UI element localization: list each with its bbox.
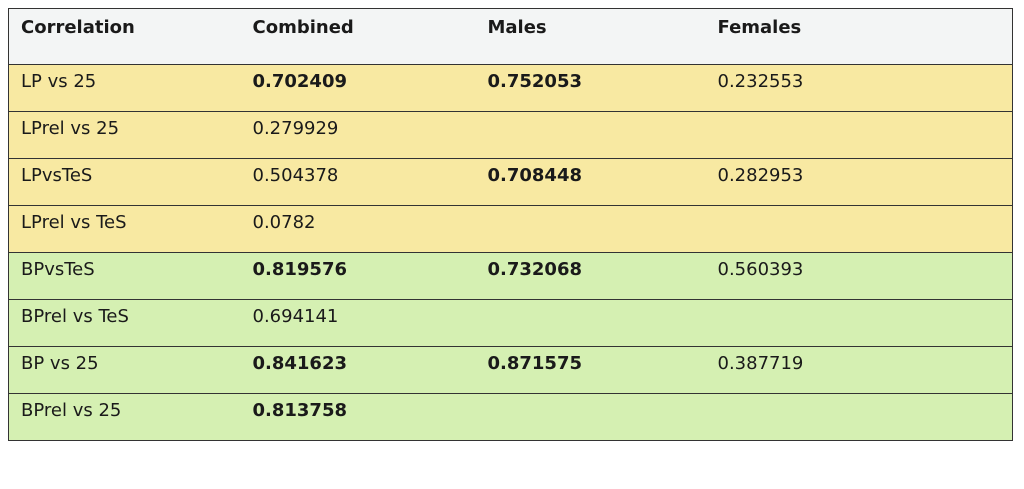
table-cell: 0.708448	[475, 158, 706, 206]
table-cell: 0.702409	[240, 64, 476, 112]
table-row: BPrel vs TeS 0.694141	[8, 299, 1013, 347]
table-cell: 0.560393	[705, 252, 1013, 300]
table-cell: 0.752053	[475, 64, 706, 112]
row-label: BPrel vs TeS	[8, 299, 241, 347]
table-cell: 0.813758	[240, 393, 476, 441]
row-label: BP vs 25	[8, 346, 241, 394]
table-row: LPvsTeS 0.504378 0.708448 0.282953	[8, 158, 1013, 206]
table-cell	[475, 393, 706, 441]
table-cell	[705, 299, 1013, 347]
table-cell	[705, 205, 1013, 253]
row-label: BPrel vs 25	[8, 393, 241, 441]
table-cell: 0.819576	[240, 252, 476, 300]
table-row: LPrel vs 25 0.279929	[8, 111, 1013, 159]
table-cell	[475, 205, 706, 253]
table-cell: 0.871575	[475, 346, 706, 394]
column-header: Combined	[240, 8, 476, 65]
table-cell	[475, 111, 706, 159]
correlation-table: Correlation Combined Males Females LP vs 25…	[8, 8, 1013, 441]
column-header: Males	[475, 8, 706, 65]
table-cell	[705, 393, 1013, 441]
row-label: LPvsTeS	[8, 158, 241, 206]
table-cell: 0.387719	[705, 346, 1013, 394]
row-label: LPrel vs TeS	[8, 205, 241, 253]
table-row: BPvsTeS 0.819576 0.732068 0.560393	[8, 252, 1013, 300]
table-cell: 0.504378	[240, 158, 476, 206]
table-cell: 0.0782	[240, 205, 476, 253]
table-cell: 0.732068	[475, 252, 706, 300]
table-cell: 0.232553	[705, 64, 1013, 112]
table-cell	[475, 299, 706, 347]
table-cell: 0.841623	[240, 346, 476, 394]
table-row: BPrel vs 25 0.813758	[8, 393, 1013, 441]
row-label: BPvsTeS	[8, 252, 241, 300]
table-cell: 0.282953	[705, 158, 1013, 206]
header-row: Correlation Combined Males Females	[8, 8, 1013, 65]
table-row: LPrel vs TeS 0.0782	[8, 205, 1013, 253]
column-header: Correlation	[8, 8, 241, 65]
table-cell	[705, 111, 1013, 159]
table-body: LP vs 25 0.702409 0.752053 0.232553 LPrel vs…	[8, 64, 1013, 441]
column-header: Females	[705, 8, 1013, 65]
row-label: LP vs 25	[8, 64, 241, 112]
row-label: LPrel vs 25	[8, 111, 241, 159]
table-header: Correlation Combined Males Females	[8, 8, 1013, 65]
table-row: LP vs 25 0.702409 0.752053 0.232553	[8, 64, 1013, 112]
table-cell: 0.279929	[240, 111, 476, 159]
table-row: BP vs 25 0.841623 0.871575 0.387719	[8, 346, 1013, 394]
table-cell: 0.694141	[240, 299, 476, 347]
